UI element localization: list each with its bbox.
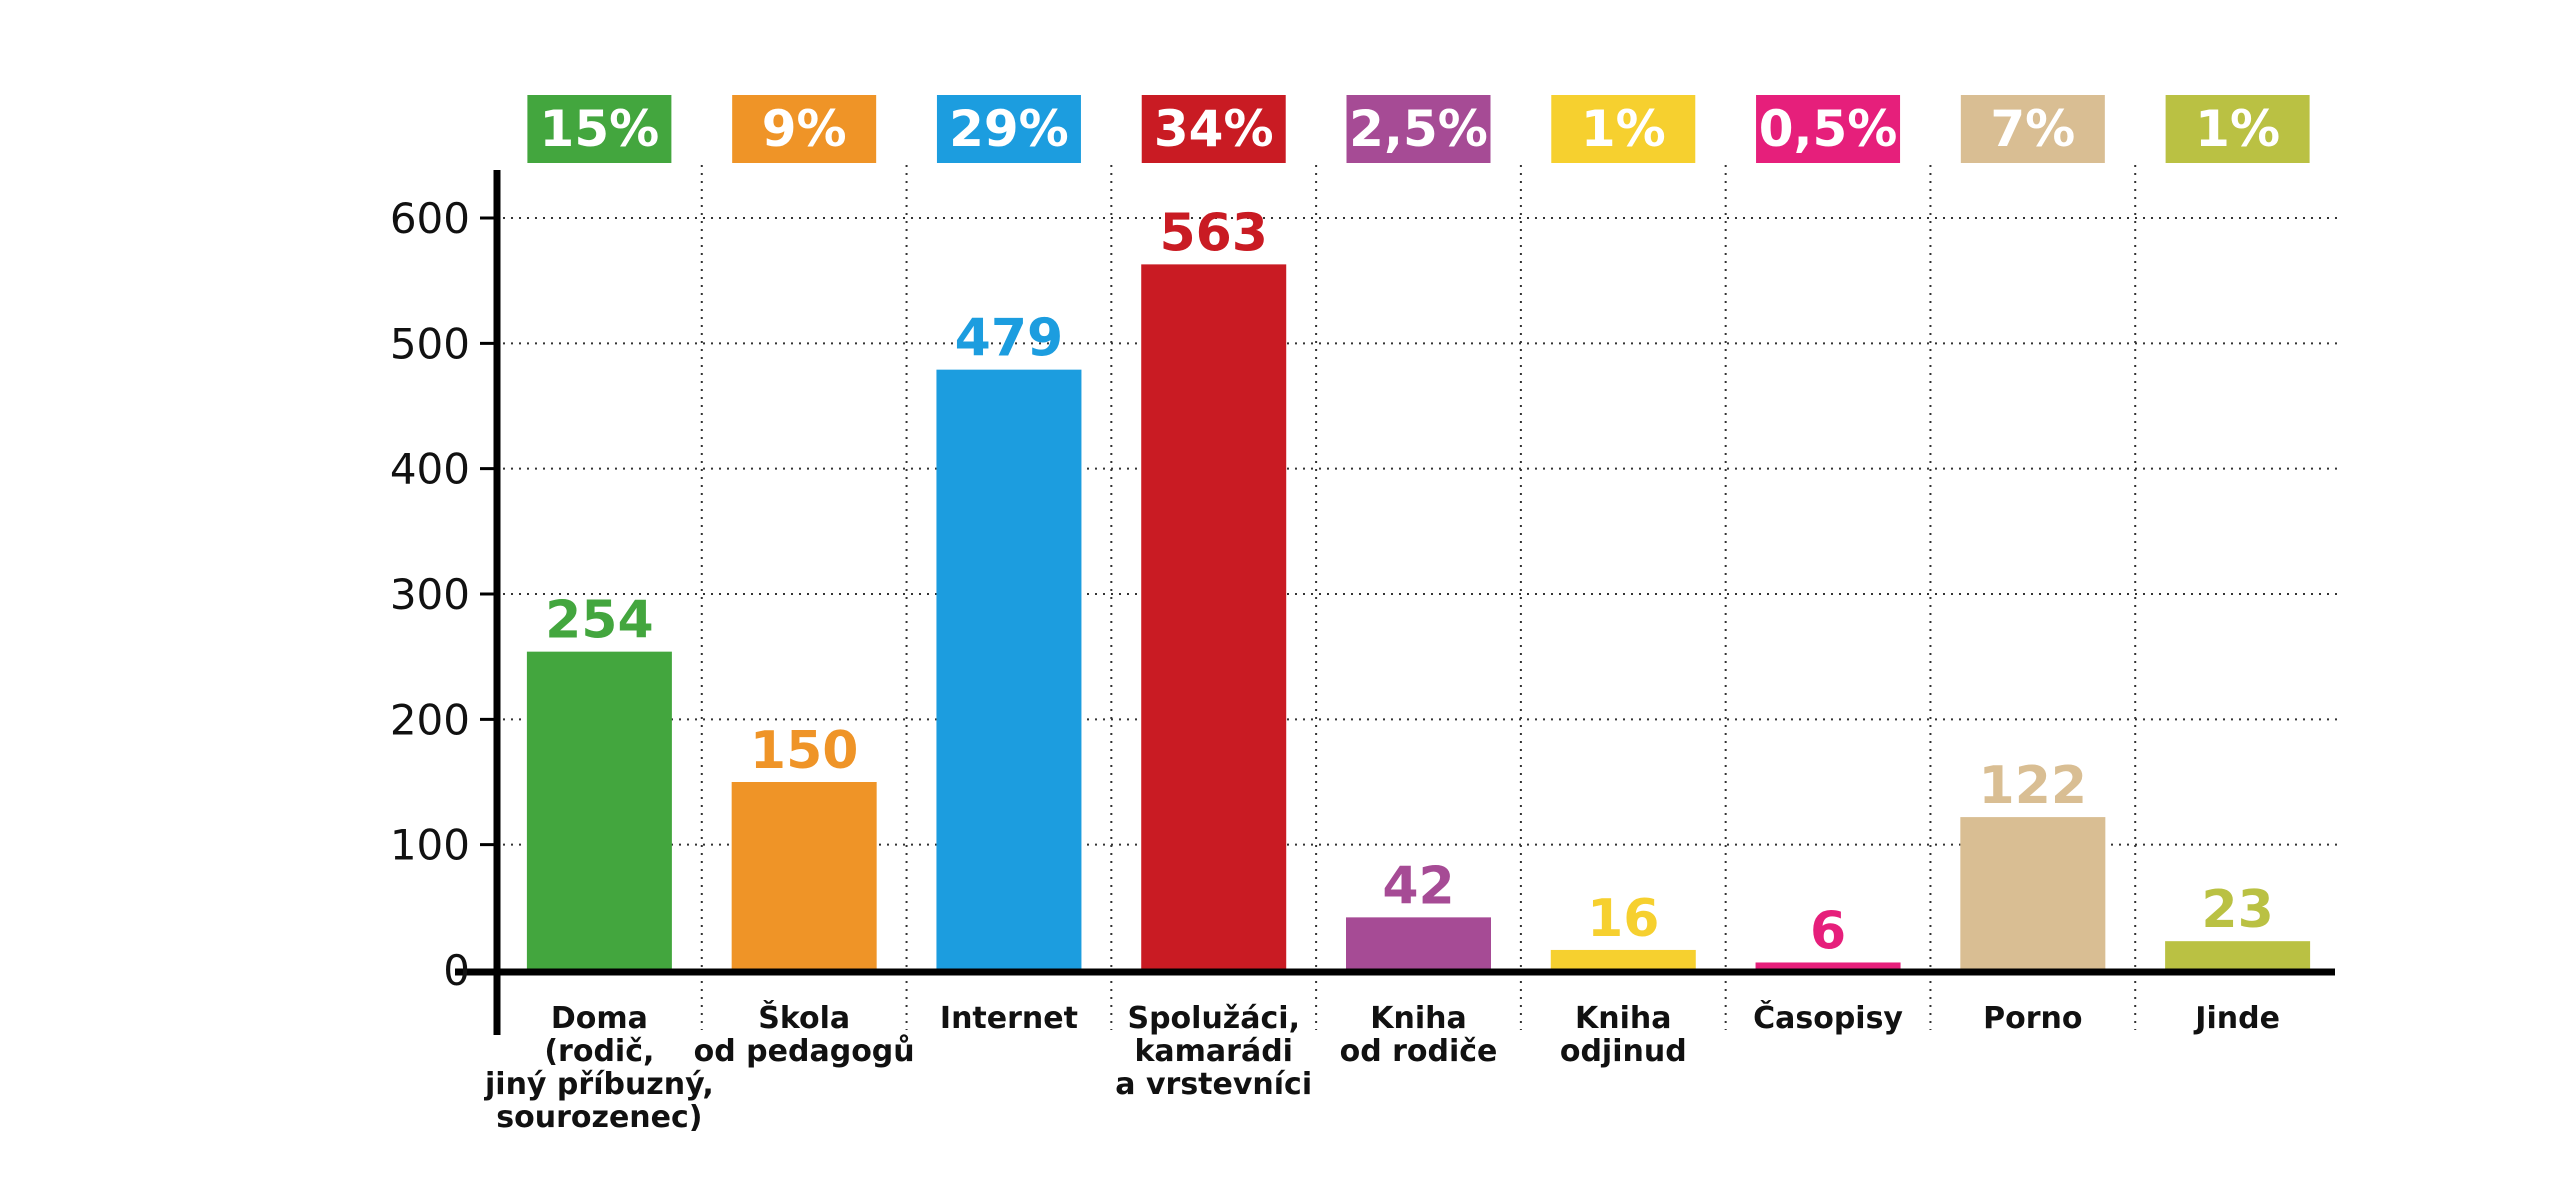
- bar-7: [1960, 817, 2106, 970]
- y-tick-label: 500: [390, 319, 470, 368]
- percent-label: 0,5%: [1759, 100, 1898, 158]
- percent-label: 34%: [1154, 100, 1274, 158]
- category-label: Internet: [940, 1001, 1078, 1036]
- y-tick-label: 0: [443, 946, 470, 995]
- labels: 0 100 200 300 400 500 600 254 15% Doma(rodič,jiný…: [390, 95, 2310, 1135]
- percent-label: 29%: [949, 100, 1069, 158]
- bar-0: [526, 651, 672, 970]
- percent-badge: [1141, 95, 1286, 163]
- category-label: odjinud: [1560, 1034, 1687, 1069]
- percent-label: 15%: [540, 100, 660, 158]
- value-label: 42: [1382, 856, 1454, 916]
- category-label: Porno: [1983, 1001, 2082, 1036]
- bar-5: [1550, 949, 1696, 970]
- percent-label: 1%: [1581, 100, 1666, 158]
- bar-2: [936, 369, 1082, 970]
- category-label: Škola: [758, 999, 850, 1036]
- category-label: Kniha: [1370, 1001, 1467, 1036]
- bar-8: [2165, 941, 2311, 970]
- category-label: od rodiče: [1340, 1034, 1498, 1069]
- bar-3: [1141, 264, 1287, 971]
- percent-badge: [732, 95, 877, 163]
- percent-label: 9%: [762, 100, 847, 158]
- percent-badge: [527, 95, 672, 163]
- category-label: kamarádi: [1134, 1034, 1293, 1069]
- bar-4: [1346, 917, 1491, 970]
- category-label: Doma: [551, 1001, 648, 1036]
- category-label: Jinde: [2193, 1001, 2280, 1036]
- bar-1: [731, 782, 877, 970]
- bar-6: [1755, 962, 1901, 970]
- value-label: 254: [545, 591, 654, 651]
- y-tick-label: 400: [390, 445, 470, 494]
- percent-label: 2,5%: [1349, 100, 1488, 158]
- category-label: Časopisy: [1753, 999, 1903, 1036]
- y-tick-label: 200: [390, 695, 470, 744]
- value-label: 122: [1979, 756, 2088, 816]
- category-label: Kniha: [1575, 1001, 1672, 1036]
- percent-badge: [1346, 95, 1491, 163]
- category-label: Spolužáci,: [1127, 1001, 1300, 1036]
- y-tick-label: 300: [390, 570, 470, 619]
- value-label: 563: [1159, 203, 1268, 263]
- percent-badge: [1551, 95, 1696, 163]
- value-label: 16: [1587, 889, 1659, 949]
- percent-badge: [1960, 95, 2105, 163]
- value-label: 23: [2201, 880, 2273, 940]
- y-tick-label: 100: [390, 821, 470, 870]
- category-label: od pedagogů: [694, 1033, 915, 1069]
- y-tick-label: 600: [390, 194, 470, 243]
- category-label: sourozenec): [496, 1100, 702, 1135]
- axes: [455, 170, 2335, 1035]
- category-label: a vrstevníci: [1115, 1067, 1312, 1102]
- bars: [526, 264, 2311, 971]
- value-label: 6: [1810, 901, 1846, 961]
- value-label: 479: [955, 309, 1064, 369]
- percent-badge: [936, 95, 1081, 163]
- category-label: jiný příbuzný,: [484, 1067, 714, 1102]
- percent-badge: [2165, 95, 2310, 163]
- category-label: (rodič,: [544, 1034, 654, 1069]
- percent-badge: [1756, 95, 1901, 163]
- value-label: 150: [750, 721, 859, 781]
- percent-label: 1%: [2195, 100, 2280, 158]
- percent-label: 7%: [1990, 100, 2075, 158]
